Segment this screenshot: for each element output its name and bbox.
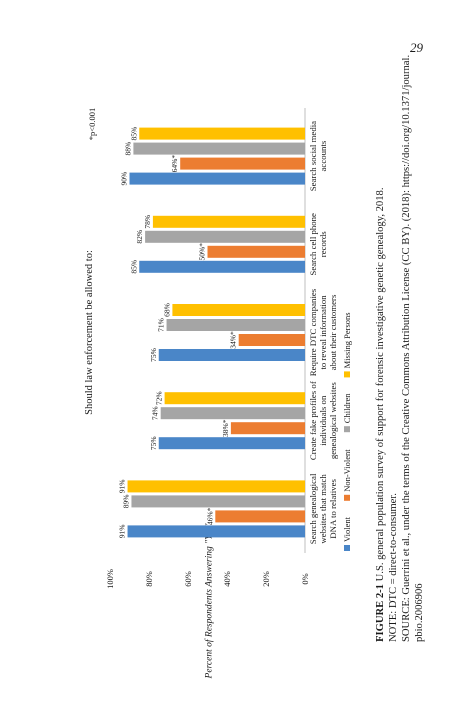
chart-title: Should law enforcement be allowed to: [84,250,95,415]
legend-entry: Missing Persons [342,312,352,368]
tick-label: 0% [300,573,310,584]
legend-entry: Children [342,393,352,423]
data-label: 46%* [205,507,214,525]
bar [127,480,305,493]
bar [166,319,305,331]
legend-entry: Violent [342,516,352,542]
category-label: Search social media [308,121,318,191]
category-label: Create fake profiles of [308,381,318,460]
data-label: 78% [143,215,152,229]
category-label: accounts [318,140,328,171]
bar [158,349,305,361]
data-label: 85% [129,260,138,274]
data-label: 34%* [229,331,238,349]
category-label: websites that match [318,474,328,544]
bar [127,525,305,538]
bar [160,407,305,420]
data-label: 72% [155,391,164,405]
data-label: 82% [135,230,144,244]
legend-swatch [344,494,350,501]
legend-swatch [344,426,350,433]
figure-text: U.S. general population survey of suppor… [375,187,386,582]
category-label: records [318,231,328,257]
tick-label: 80% [144,571,154,587]
category-label: Require DTC companies [308,288,318,376]
data-label: 50%* [198,243,207,261]
caption-line-figure: FIGURE 2-1 U.S. general population surve… [375,188,386,642]
axis-label: Percent of Respondents Answering "Yes" [204,523,215,680]
page-number: 29 [410,40,423,55]
data-label: 64%* [170,155,179,173]
data-label: 91% [118,525,127,539]
legend-entry: Non-Violent [342,449,352,492]
category-label: about their customers [328,294,338,370]
category-label: individuals on [318,395,328,446]
data-label: 68% [162,303,171,317]
legend-swatch [344,545,350,551]
bar [180,157,305,170]
legend-swatch [344,371,350,378]
tick-label: 20% [261,571,271,587]
bar [139,127,305,140]
bar [145,230,305,243]
bar [215,510,305,523]
bar [230,422,305,435]
caption-note: NOTE: DTC = direct-to-consumer. [388,493,399,642]
bar [172,304,305,316]
bar [131,495,305,508]
data-label: 89% [121,495,130,509]
figure-label: FIGURE 2-1 [375,584,386,642]
bar [164,392,305,405]
bar [139,260,305,273]
category-label: Search genealogical [308,473,318,544]
bar [158,437,305,450]
data-label: 91% [118,480,127,494]
data-label: 75% [149,348,158,362]
category-label: to reveal information [318,295,328,370]
data-label: 74% [151,406,160,420]
data-label: 88% [123,142,132,156]
bar [133,142,305,155]
category-label: genealogical websites [328,382,338,460]
caption-source: SOURCE: Guerrini et al., under the terms… [401,54,412,642]
tick-label: 100% [105,569,115,589]
data-label: 85% [129,127,138,141]
chart-footnote: *p<0.001 [87,108,97,140]
tick-label: 40% [222,571,232,587]
data-label: 71% [157,318,166,332]
data-label: 90% [120,172,129,186]
bar [207,245,305,258]
bar [238,334,305,346]
data-label: 38%* [221,419,230,437]
category-label: Search cell phone [308,213,318,276]
category-label: DNA to relatives [328,479,338,539]
data-label: 75% [149,436,158,450]
caption-source-continued: pbio.2006906 [414,583,425,642]
bar [129,172,305,185]
bar [152,215,305,228]
tick-label: 60% [183,571,193,587]
